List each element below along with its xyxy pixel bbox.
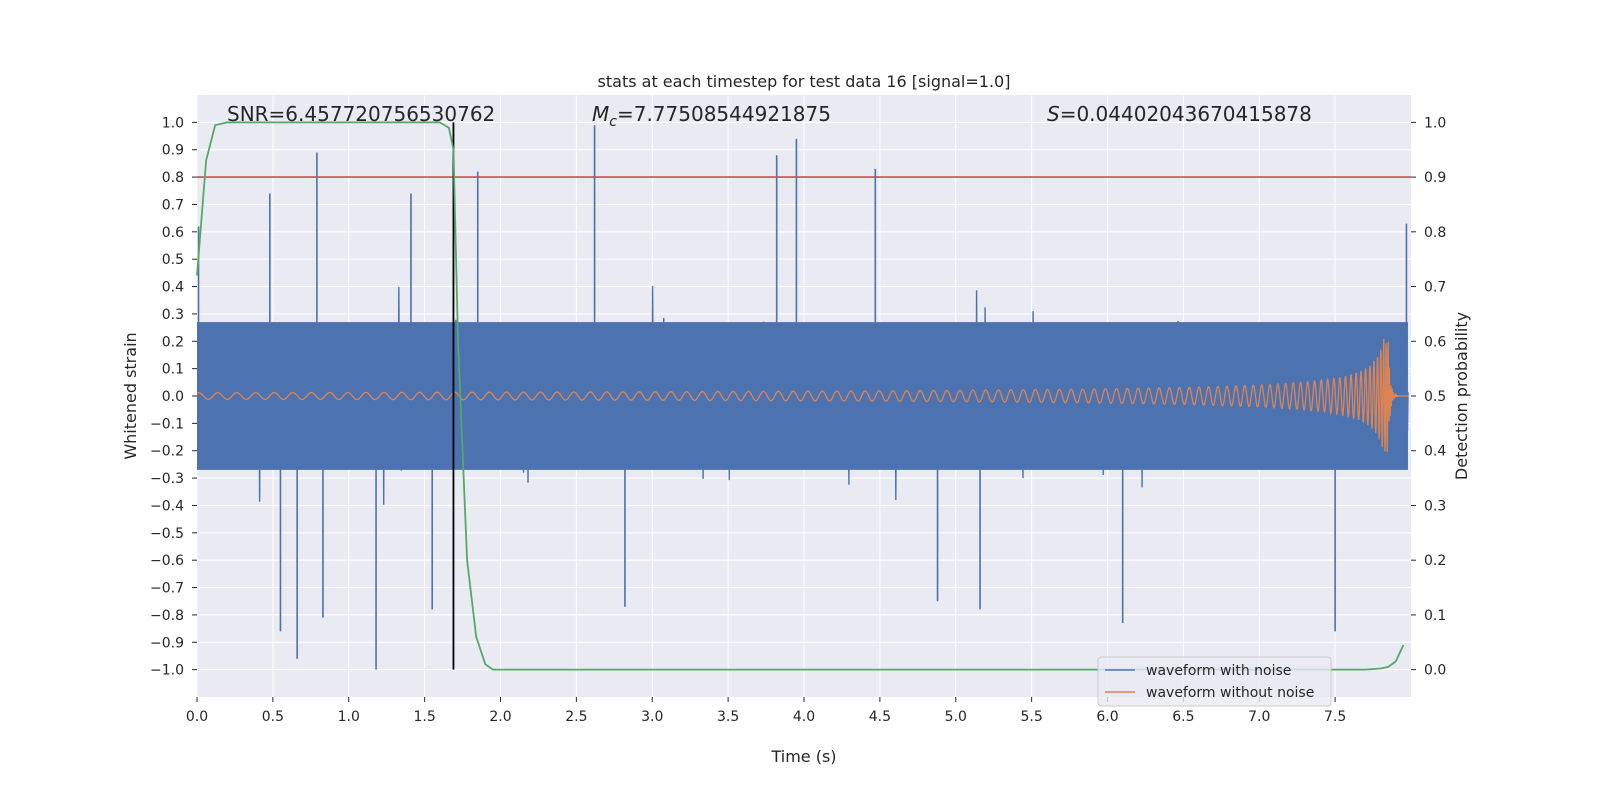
y-axis-left-label: Whitened strain [121,332,140,459]
series-waveform-without-noise [197,338,1408,453]
y-left-tick-label: −0.1 [150,416,184,432]
annotation-chirp-mass-subscript: c [609,114,617,130]
y-left-tick-label: −0.9 [150,635,184,651]
y-left-tick-label: 0.1 [162,362,184,378]
y-right-tick-label: 0.6 [1424,334,1446,350]
y-right-tick-label: 0.2 [1424,553,1446,569]
x-tick-label: 7.0 [1248,709,1270,725]
x-tick-label: 6.0 [1096,709,1118,725]
y-left-tick-label: 1.0 [162,115,184,131]
x-axis-label: Time (s) [770,747,836,766]
y-left-tick-label: −0.3 [150,471,184,487]
y-left-tick-label: −0.4 [150,498,184,514]
x-tick-label: 1.0 [338,709,360,725]
y-left-tick-label: 0.8 [162,170,184,186]
annotation-snr: SNR=6.457720756530762 [227,102,495,126]
x-tick-label: 6.5 [1172,709,1194,725]
x-tick-label: 1.5 [413,709,435,725]
y-right-tick-label: 0.5 [1424,389,1446,405]
legend: waveform with noise waveform without noi… [1097,656,1332,707]
y-left-tick-label: 0.5 [162,252,184,268]
y-left-tick-label: −0.7 [150,581,184,597]
y-left-tick-label: 0.9 [162,143,184,159]
y-left-tick-label: 0.7 [162,197,184,213]
annotation-s: S=0.04402043670415878 [1047,102,1312,126]
annotation-chirp-mass-symbol: M [592,102,609,126]
axis-ticks: 0.0 0.5 1.0 1.5 2.0 2.5 3.0 3.5 4.0 4.5 5.0 5.5 6.0 6… [150,115,1446,725]
x-tick-label: 7.5 [1324,709,1346,725]
x-tick-label: 3.5 [717,709,739,725]
y-left-tick-label: 0.0 [162,389,184,405]
x-tick-label: 5.0 [945,709,967,725]
legend-box [1097,656,1332,707]
y-right-tick-label: 0.1 [1424,608,1446,624]
legend-entry-waveform-with-noise: waveform with noise [1146,663,1291,679]
x-tick-label: 4.5 [869,709,891,725]
y-right-tick-label: 0.0 [1424,663,1446,679]
y-left-tick-label: −0.5 [150,526,184,542]
overlay-lines [197,122,1411,670]
x-tick-label: 0.5 [262,709,284,725]
y-left-tick-label: 0.4 [162,280,184,296]
y-right-tick-label: 0.3 [1424,498,1446,514]
chirp-trace [197,338,1408,453]
x-tick-label: 4.0 [793,709,815,725]
y-right-tick-label: 0.9 [1424,170,1446,186]
y-right-tick-label: 0.8 [1424,225,1446,241]
chart-title: stats at each timestep for test data 16 … [598,72,1011,91]
y-left-tick-label: −0.2 [150,444,184,460]
x-tick-label: 0.0 [186,709,208,725]
x-tick-label: 3.0 [641,709,663,725]
annotation-s-symbol: S [1047,102,1060,126]
y-left-tick-label: 0.2 [162,334,184,350]
annotation-s-value: =0.04402043670415878 [1060,102,1312,126]
noise-band [197,322,1408,470]
annotation-chirp-mass-value: =7.77508544921875 [617,102,831,126]
y-left-tick-label: −0.6 [150,553,184,569]
legend-entry-waveform-without-noise: waveform without noise [1146,685,1314,701]
y-left-tick-label: −1.0 [150,663,184,679]
y-right-tick-label: 1.0 [1424,115,1446,131]
y-left-tick-label: −0.8 [150,608,184,624]
y-axis-right-label: Detection probability [1452,312,1471,480]
probability-trace [196,121,1405,671]
x-tick-label: 2.0 [489,709,511,725]
y-left-tick-label: 0.6 [162,225,184,241]
y-right-tick-label: 0.4 [1424,444,1446,460]
x-tick-label: 5.5 [1020,709,1042,725]
x-tick-label: 2.5 [565,709,587,725]
annotation-chirp-mass: Mc=7.77508544921875 [592,102,831,130]
y-left-tick-label: 0.3 [162,307,184,323]
y-right-tick-label: 0.7 [1424,280,1446,296]
